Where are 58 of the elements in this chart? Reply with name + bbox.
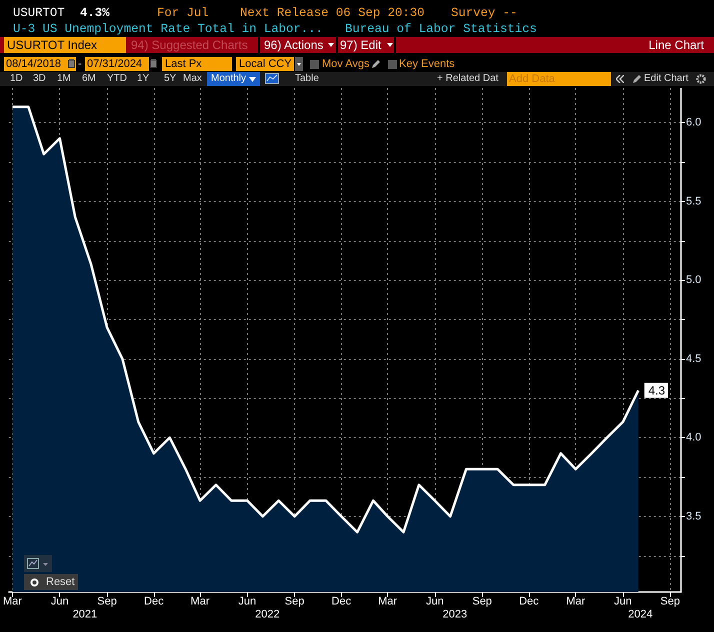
text: 3D <box>33 72 46 86</box>
x-tick-label: Jun <box>614 596 632 608</box>
x-tick-label: Jun <box>238 596 256 608</box>
y-tick-label: 4.5 <box>686 352 702 365</box>
text: Table <box>295 72 319 86</box>
data-label: 4.3 <box>648 383 666 398</box>
y-tick-label: 4.0 <box>686 432 702 444</box>
text: Edit Chart <box>644 72 688 86</box>
text: USURTOT Index <box>7 38 98 52</box>
x-tick-label: Sep <box>284 596 304 608</box>
text: 6M <box>82 72 96 86</box>
x2-tick-label: 2024 <box>628 608 653 620</box>
x2-tick-label: 2022 <box>255 608 280 620</box>
text: 5Y <box>164 72 176 86</box>
x-tick-label: Dec <box>332 596 352 608</box>
text: 97) Edit <box>340 38 382 52</box>
text: 96) Actions <box>264 38 324 52</box>
text: For Jul <box>157 6 209 20</box>
x-tick-label: Mar <box>378 596 398 608</box>
chart-title: U-3 US Unemployment Rate Total in Labor... <box>13 22 323 36</box>
x-tick-label: Dec <box>144 596 164 608</box>
x-tick-label: Dec <box>519 596 540 608</box>
text: Mov Avgs <box>322 57 370 71</box>
text: 1M <box>57 72 71 86</box>
text: Line Chart <box>648 38 704 52</box>
text: - <box>78 57 82 71</box>
x-tick-label: Sep <box>472 596 492 608</box>
x-tick-label: Jun <box>50 596 69 608</box>
x-tick-label: Mar <box>190 596 210 608</box>
x-tick-label: Sep <box>97 596 117 608</box>
text: + Related Dat <box>437 72 498 86</box>
text: 1Y <box>137 72 150 86</box>
y-tick-label: 5.5 <box>686 195 702 208</box>
x-tick-label: Jun <box>426 596 444 608</box>
text: 1D <box>10 72 23 86</box>
text: 4.3% <box>80 6 110 20</box>
text: 94) Suggested Charts <box>131 38 248 52</box>
text: Survey -- <box>451 6 518 20</box>
x-tick-label: Mar <box>2 596 22 608</box>
annotation: Reset <box>46 575 75 589</box>
x2-tick-label: 2021 <box>72 608 98 620</box>
text: Last Px <box>165 57 202 71</box>
chart-subtitle: Bureau of Labor Statistics <box>345 22 537 36</box>
text: YTD <box>107 72 127 86</box>
x-tick-label: Mar <box>566 596 586 608</box>
y-tick-label: 3.5 <box>686 510 702 522</box>
text: Key Events <box>399 57 455 71</box>
y-tick-label: 6.0 <box>686 116 702 129</box>
text: 08/14/2018 <box>6 57 62 71</box>
text: 07/31/2024 <box>87 57 142 71</box>
text: Monthly <box>211 72 246 86</box>
x-tick-label: Sep <box>660 596 680 608</box>
text: Next Release 06 Sep 20:30 <box>240 6 424 20</box>
x2-tick-label: 2023 <box>442 608 468 620</box>
text: USURTOT <box>13 6 65 20</box>
text: Max <box>183 72 202 86</box>
y-tick-label: 5.0 <box>686 274 702 286</box>
text: Local CCY <box>239 57 292 71</box>
